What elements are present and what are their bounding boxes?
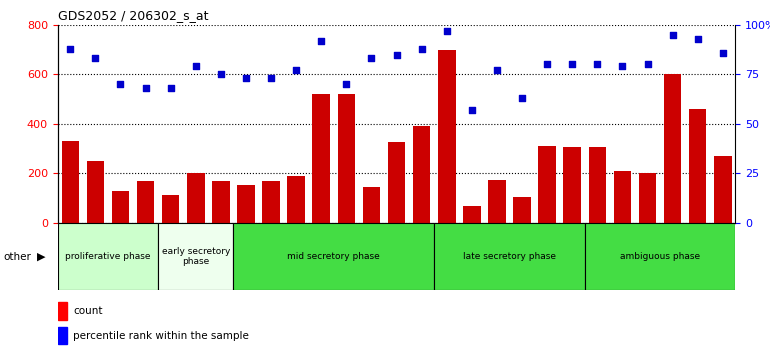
Bar [434, 223, 584, 290]
Bar [158, 223, 233, 290]
Bar [212, 181, 229, 223]
Point [365, 56, 377, 61]
Bar [584, 223, 735, 290]
Point [416, 46, 428, 51]
Point [691, 36, 704, 41]
Bar [112, 191, 129, 223]
Text: late secretory phase: late secretory phase [463, 252, 556, 261]
Bar [313, 94, 330, 223]
Point [591, 62, 604, 67]
Bar [58, 223, 158, 290]
Bar [237, 185, 255, 223]
Bar [287, 176, 305, 223]
Bar [233, 223, 434, 290]
Point [340, 81, 353, 87]
Bar [162, 195, 179, 223]
Point [290, 68, 303, 73]
Point [490, 68, 503, 73]
Bar [488, 180, 506, 223]
Bar [413, 126, 430, 223]
Point [390, 52, 403, 57]
Point [239, 75, 252, 81]
Point [641, 62, 654, 67]
Text: proliferative phase: proliferative phase [65, 252, 151, 261]
Bar [438, 50, 456, 223]
Point [466, 107, 478, 113]
Bar [614, 171, 631, 223]
Point [265, 75, 277, 81]
Bar [187, 173, 205, 223]
Text: percentile rank within the sample: percentile rank within the sample [73, 331, 249, 341]
Bar [388, 143, 405, 223]
Bar [337, 94, 355, 223]
Bar [263, 181, 280, 223]
Bar [564, 147, 581, 223]
Point [165, 85, 177, 91]
Text: early secretory
phase: early secretory phase [162, 247, 230, 266]
Bar [514, 197, 531, 223]
Bar [62, 141, 79, 223]
Bar [538, 146, 556, 223]
Bar [86, 161, 104, 223]
Text: ambiguous phase: ambiguous phase [620, 252, 700, 261]
Bar [58, 327, 68, 344]
Bar [137, 181, 154, 223]
Point [566, 62, 578, 67]
Point [64, 46, 76, 51]
Point [114, 81, 126, 87]
Text: GDS2052 / 206302_s_at: GDS2052 / 206302_s_at [58, 9, 208, 22]
Point [616, 64, 628, 69]
Point [89, 56, 102, 61]
Point [215, 72, 227, 77]
Point [440, 28, 453, 34]
Bar [664, 74, 681, 223]
Point [717, 50, 729, 55]
Bar [588, 147, 606, 223]
Point [189, 64, 202, 69]
Point [315, 38, 327, 44]
Point [139, 85, 152, 91]
Bar [363, 187, 380, 223]
Bar [639, 173, 656, 223]
Bar [463, 206, 480, 223]
Text: ▶: ▶ [37, 252, 45, 262]
Text: mid secretory phase: mid secretory phase [287, 252, 380, 261]
Text: count: count [73, 306, 102, 316]
Point [541, 62, 554, 67]
Point [667, 32, 679, 38]
Bar [58, 302, 68, 320]
Bar [714, 156, 732, 223]
Point [516, 95, 528, 101]
Text: other: other [4, 252, 32, 262]
Bar [689, 109, 707, 223]
